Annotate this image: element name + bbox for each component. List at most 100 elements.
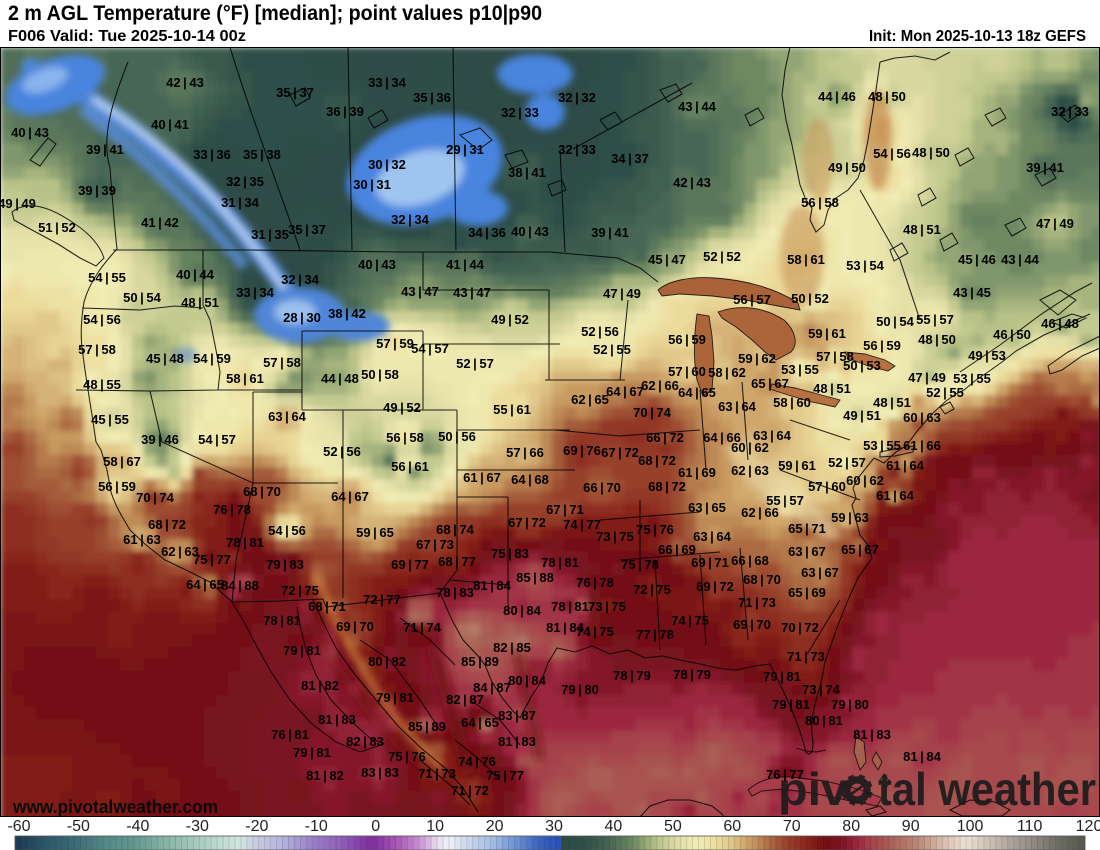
svg-text:48 | 50: 48 | 50 bbox=[868, 89, 906, 104]
svg-text:40: 40 bbox=[605, 818, 623, 835]
svg-text:41 | 44: 41 | 44 bbox=[446, 257, 485, 272]
svg-text:68 | 72: 68 | 72 bbox=[638, 453, 676, 468]
svg-text:38 | 41: 38 | 41 bbox=[508, 165, 546, 180]
svg-text:65 | 69: 65 | 69 bbox=[788, 585, 826, 600]
svg-text:35 | 37: 35 | 37 bbox=[276, 85, 314, 100]
svg-text:72 | 77: 72 | 77 bbox=[363, 592, 401, 607]
svg-text:28 | 30: 28 | 30 bbox=[283, 310, 321, 325]
svg-text:57 | 60: 57 | 60 bbox=[668, 364, 706, 379]
svg-text:70 | 74: 70 | 74 bbox=[633, 405, 672, 420]
svg-text:75 | 77: 75 | 77 bbox=[486, 768, 524, 783]
svg-text:63 | 64: 63 | 64 bbox=[268, 409, 307, 424]
svg-text:49 | 50: 49 | 50 bbox=[828, 160, 866, 175]
svg-text:54 | 59: 54 | 59 bbox=[193, 351, 231, 366]
svg-text:54 | 56: 54 | 56 bbox=[83, 312, 121, 327]
svg-text:50 | 54: 50 | 54 bbox=[876, 314, 915, 329]
svg-text:68 | 70: 68 | 70 bbox=[743, 572, 781, 587]
svg-text:45 | 46: 45 | 46 bbox=[958, 252, 996, 267]
svg-text:32 | 33: 32 | 33 bbox=[558, 142, 596, 157]
svg-text:83 | 83: 83 | 83 bbox=[361, 765, 399, 780]
svg-text:41 | 42: 41 | 42 bbox=[141, 215, 179, 230]
svg-text:56 | 59: 56 | 59 bbox=[668, 332, 706, 347]
svg-text:78 | 83: 78 | 83 bbox=[436, 585, 474, 600]
svg-text:52 | 57: 52 | 57 bbox=[828, 455, 866, 470]
svg-text:81 | 84: 81 | 84 bbox=[546, 620, 585, 635]
svg-text:47 | 49: 47 | 49 bbox=[908, 370, 946, 385]
svg-text:48 | 51: 48 | 51 bbox=[873, 395, 911, 410]
svg-text:81 | 83: 81 | 83 bbox=[318, 712, 356, 727]
svg-text:48 | 51: 48 | 51 bbox=[813, 381, 851, 396]
svg-text:32 | 34: 32 | 34 bbox=[281, 272, 320, 287]
svg-text:62 | 63: 62 | 63 bbox=[731, 463, 769, 478]
svg-text:58 | 61: 58 | 61 bbox=[787, 252, 825, 267]
svg-text:73 | 74: 73 | 74 bbox=[802, 682, 841, 697]
svg-text:61 | 63: 61 | 63 bbox=[123, 532, 161, 547]
svg-text:72 | 75: 72 | 75 bbox=[633, 582, 671, 597]
svg-text:69 | 70: 69 | 70 bbox=[733, 617, 771, 632]
svg-text:73 | 75: 73 | 75 bbox=[596, 529, 634, 544]
svg-text:78 | 81: 78 | 81 bbox=[541, 555, 579, 570]
svg-text:43 | 47: 43 | 47 bbox=[453, 285, 491, 300]
svg-text:52 | 55: 52 | 55 bbox=[926, 385, 964, 400]
svg-text:80 | 81: 80 | 81 bbox=[805, 713, 843, 728]
svg-text:79 | 81: 79 | 81 bbox=[376, 690, 414, 705]
svg-text:59 | 61: 59 | 61 bbox=[808, 326, 846, 341]
svg-text:40 | 41: 40 | 41 bbox=[151, 117, 189, 132]
svg-text:54 | 57: 54 | 57 bbox=[198, 432, 236, 447]
svg-text:52 | 55: 52 | 55 bbox=[593, 342, 631, 357]
svg-text:-50: -50 bbox=[67, 818, 90, 835]
svg-text:78 | 81: 78 | 81 bbox=[263, 613, 301, 628]
svg-text:39 | 41: 39 | 41 bbox=[86, 142, 124, 157]
svg-text:32 | 33: 32 | 33 bbox=[1051, 104, 1089, 119]
svg-text:45 | 55: 45 | 55 bbox=[91, 412, 129, 427]
svg-text:32 | 34: 32 | 34 bbox=[391, 212, 430, 227]
svg-text:54 | 56: 54 | 56 bbox=[873, 146, 911, 161]
svg-text:32 | 32: 32 | 32 bbox=[558, 90, 596, 105]
svg-text:69 | 70: 69 | 70 bbox=[336, 619, 374, 634]
svg-text:58 | 67: 58 | 67 bbox=[103, 454, 141, 469]
svg-text:60 | 62: 60 | 62 bbox=[731, 440, 769, 455]
svg-text:84 | 88: 84 | 88 bbox=[221, 578, 259, 593]
svg-text:60 | 63: 60 | 63 bbox=[903, 410, 941, 425]
svg-text:79 | 80: 79 | 80 bbox=[561, 682, 599, 697]
svg-text:57 | 58: 57 | 58 bbox=[78, 342, 116, 357]
svg-text:79 | 81: 79 | 81 bbox=[772, 697, 810, 712]
svg-text:68 | 74: 68 | 74 bbox=[436, 522, 475, 537]
svg-text:53 | 55: 53 | 55 bbox=[863, 438, 901, 453]
svg-text:50 | 53: 50 | 53 bbox=[843, 358, 881, 373]
svg-text:49 | 53: 49 | 53 bbox=[968, 348, 1006, 363]
svg-text:83 | 87: 83 | 87 bbox=[498, 708, 536, 723]
svg-text:82 | 87: 82 | 87 bbox=[446, 692, 484, 707]
svg-text:67 | 72: 67 | 72 bbox=[508, 515, 546, 530]
svg-text:43 | 47: 43 | 47 bbox=[401, 284, 439, 299]
svg-text:30 | 31: 30 | 31 bbox=[353, 177, 391, 192]
svg-text:64 | 66: 64 | 66 bbox=[703, 430, 741, 445]
svg-text:61 | 66: 61 | 66 bbox=[903, 438, 941, 453]
svg-text:75 | 77: 75 | 77 bbox=[193, 552, 231, 567]
svg-text:42 | 43: 42 | 43 bbox=[673, 175, 711, 190]
svg-text:49 | 52: 49 | 52 bbox=[491, 312, 529, 327]
svg-text:-40: -40 bbox=[126, 818, 149, 835]
svg-text:90: 90 bbox=[902, 818, 920, 835]
svg-text:63 | 65: 63 | 65 bbox=[688, 500, 726, 515]
svg-text:47 | 49: 47 | 49 bbox=[1036, 216, 1074, 231]
svg-text:85 | 88: 85 | 88 bbox=[516, 570, 554, 585]
svg-text:43 | 45: 43 | 45 bbox=[953, 285, 991, 300]
svg-text:34 | 36: 34 | 36 bbox=[468, 225, 506, 240]
svg-text:66 | 68: 66 | 68 bbox=[731, 553, 769, 568]
svg-text:79 | 81: 79 | 81 bbox=[763, 669, 801, 684]
svg-text:68 | 77: 68 | 77 bbox=[438, 554, 476, 569]
svg-text:43 | 44: 43 | 44 bbox=[678, 99, 717, 114]
svg-text:50 | 58: 50 | 58 bbox=[361, 367, 399, 382]
svg-text:47 | 49: 47 | 49 bbox=[603, 286, 641, 301]
svg-text:32 | 33: 32 | 33 bbox=[501, 105, 539, 120]
svg-text:71 | 73: 71 | 73 bbox=[738, 595, 776, 610]
svg-text:65 | 67: 65 | 67 bbox=[841, 542, 879, 557]
svg-text:-30: -30 bbox=[186, 818, 209, 835]
svg-text:58 | 62: 58 | 62 bbox=[708, 365, 746, 380]
svg-text:110: 110 bbox=[1017, 818, 1043, 835]
svg-text:49 | 51: 49 | 51 bbox=[843, 408, 881, 423]
svg-text:78 | 81: 78 | 81 bbox=[226, 535, 264, 550]
svg-text:79 | 83: 79 | 83 bbox=[266, 557, 304, 572]
svg-text:34 | 37: 34 | 37 bbox=[611, 151, 649, 166]
